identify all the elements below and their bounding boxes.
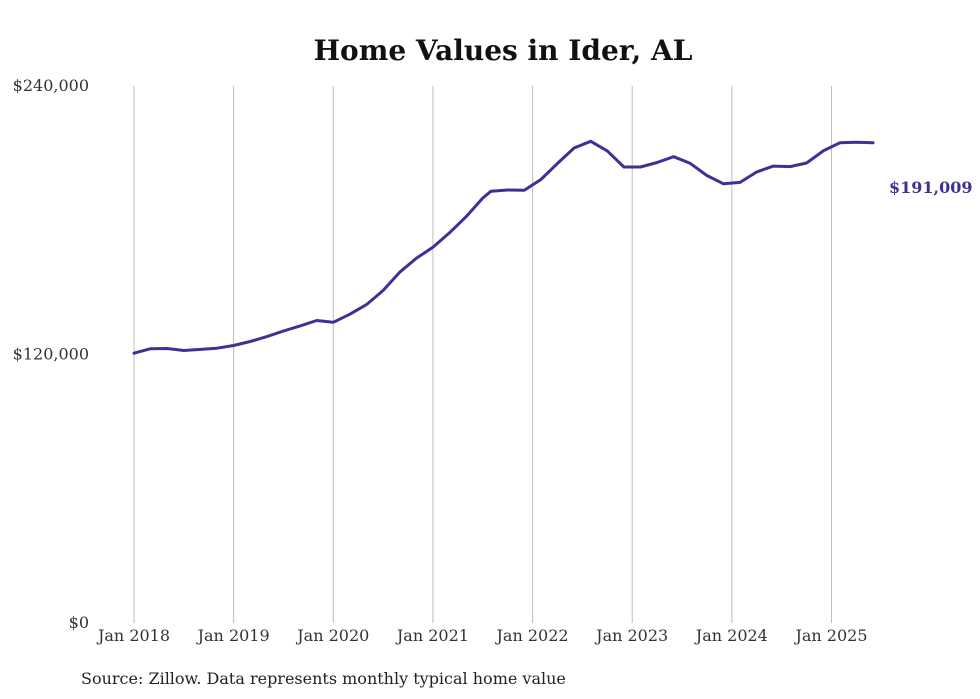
- y-tick-label: $120,000: [13, 345, 89, 364]
- x-axis-ticks: Jan 2018 Jan 2019 Jan 2020 Jan 2021 Jan 2022…: [96, 626, 868, 645]
- x-tick-label: Jan 2018: [96, 626, 170, 645]
- x-gridlines: [133, 86, 832, 623]
- x-tick-label: Jan 2021: [395, 626, 469, 645]
- x-tick-label: Jan 2023: [594, 626, 668, 645]
- x-tick-label: Jan 2025: [793, 626, 867, 645]
- source-note: Source: Zillow. Data represents monthly …: [81, 669, 566, 688]
- x-tick-label: Jan 2024: [694, 626, 768, 645]
- x-tick-label: Jan 2019: [196, 626, 270, 645]
- y-axis-ticks: $0 $120,000 $240,000: [13, 76, 89, 632]
- y-tick-label: $240,000: [13, 76, 89, 95]
- y-tick-label: $0: [69, 613, 89, 632]
- chart-title: Home Values in Ider, AL: [314, 34, 693, 67]
- x-tick-label: Jan 2022: [495, 626, 569, 645]
- x-tick-label: Jan 2020: [295, 626, 369, 645]
- series-line: [132, 139, 875, 355]
- end-value-label: $191,009: [889, 178, 973, 197]
